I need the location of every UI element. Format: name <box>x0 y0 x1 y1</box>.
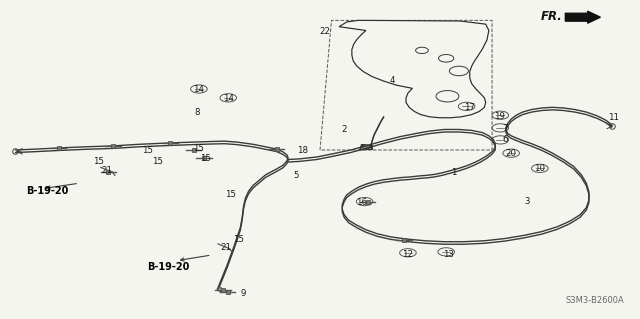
Text: 15: 15 <box>225 190 236 199</box>
Text: 9: 9 <box>241 289 246 298</box>
Text: 17: 17 <box>464 103 476 112</box>
Text: B-19-20: B-19-20 <box>26 186 68 196</box>
FancyArrow shape <box>565 11 600 23</box>
Text: 14: 14 <box>193 85 204 94</box>
Text: FR.: FR. <box>540 10 562 23</box>
Text: 7: 7 <box>502 124 508 133</box>
Text: 15: 15 <box>200 154 211 163</box>
Text: 10: 10 <box>534 165 545 174</box>
Text: 13: 13 <box>444 250 454 259</box>
Text: 19: 19 <box>494 112 505 121</box>
Text: 1: 1 <box>451 168 456 177</box>
Text: 2: 2 <box>342 125 347 134</box>
Text: 20: 20 <box>506 149 516 158</box>
Text: 22: 22 <box>319 27 331 36</box>
Polygon shape <box>360 144 372 150</box>
Text: 6: 6 <box>502 135 508 145</box>
Text: 3: 3 <box>524 197 530 206</box>
Text: 15: 15 <box>193 144 204 152</box>
Text: 12: 12 <box>403 250 413 259</box>
Text: 15: 15 <box>233 235 244 244</box>
Text: S3M3-B2600A: S3M3-B2600A <box>566 296 625 305</box>
Text: 21: 21 <box>102 166 113 175</box>
Text: 16: 16 <box>356 198 367 207</box>
Text: 14: 14 <box>223 94 234 103</box>
Text: 15: 15 <box>93 157 104 166</box>
Text: 15: 15 <box>143 145 154 154</box>
Text: 21: 21 <box>220 243 231 252</box>
Text: 15: 15 <box>152 157 163 166</box>
Text: 11: 11 <box>607 113 619 122</box>
Text: B-19-20: B-19-20 <box>147 262 189 272</box>
Text: 18: 18 <box>298 146 308 155</box>
Text: 5: 5 <box>294 171 299 181</box>
Text: 8: 8 <box>195 108 200 116</box>
Text: 4: 4 <box>390 76 396 85</box>
